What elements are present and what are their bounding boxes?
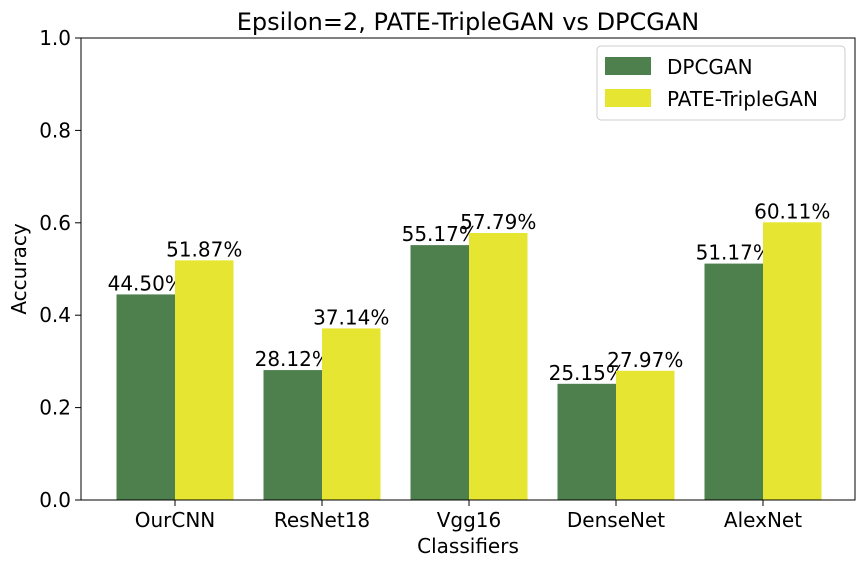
bar-dpcgan-resnet18: [263, 370, 322, 500]
x-tick-label: Vgg16: [437, 508, 502, 532]
bar-pate-triplegan-densenet: [616, 370, 675, 500]
x-tick-label: AlexNet: [724, 508, 802, 532]
legend-swatch-pate-triplegan: [605, 89, 651, 107]
legend-label-pate-triplegan: PATE-TripleGAN: [667, 87, 818, 111]
y-tick-label: 0.0: [39, 488, 71, 512]
legend-box: [596, 45, 846, 121]
bar-pate-triplegan-ourcnn: [175, 260, 234, 500]
plot-area: 0.0 0.2 0.4 0.6 0.8 1.0 44.50% 51.87% OurCNN 28.1…: [39, 26, 830, 532]
data-label: 55.17%: [402, 222, 478, 246]
bar-dpcgan-ourcnn: [116, 294, 175, 500]
bar-pate-triplegan-vgg16: [469, 233, 528, 500]
chart-title: Epsilon=2, PATE-TripleGAN vs DPCGAN: [237, 8, 700, 36]
y-tick-label: 0.2: [39, 396, 71, 420]
bar-pate-triplegan-alexnet: [763, 222, 822, 500]
legend-label-dpcgan: DPCGAN: [667, 55, 753, 79]
y-axis-label: Accuracy: [7, 223, 31, 314]
data-label: 44.50%: [108, 271, 184, 295]
x-tick-label: OurCNN: [135, 508, 216, 532]
plot-frame: [80, 37, 856, 501]
y-tick-label: 0.6: [39, 211, 71, 235]
y-tick-label: 0.8: [39, 118, 71, 142]
bar-dpcgan-vgg16: [410, 245, 469, 500]
bar-pate-triplegan-resnet18: [322, 328, 381, 500]
legend-swatch-dpcgan: [605, 57, 651, 75]
data-label: 60.11%: [754, 199, 830, 223]
data-label: 27.97%: [607, 348, 683, 372]
data-label: 28.12%: [255, 347, 331, 371]
data-label: 57.79%: [460, 210, 536, 234]
x-tick-label: ResNet18: [274, 508, 370, 532]
legend: DPCGAN PATE-TripleGAN: [596, 45, 846, 121]
data-label: 37.14%: [313, 305, 389, 329]
x-tick-label: DenseNet: [567, 508, 665, 532]
y-tick-label: 1.0: [39, 26, 71, 50]
bar-dpcgan-densenet: [557, 383, 616, 500]
data-label: 51.87%: [166, 237, 242, 261]
x-axis-label: Classifiers: [417, 534, 519, 558]
y-tick-label: 0.4: [39, 303, 71, 327]
data-label: 51.17%: [696, 241, 772, 265]
data-label: 25.15%: [549, 361, 625, 385]
bar-dpcgan-alexnet: [704, 263, 763, 500]
